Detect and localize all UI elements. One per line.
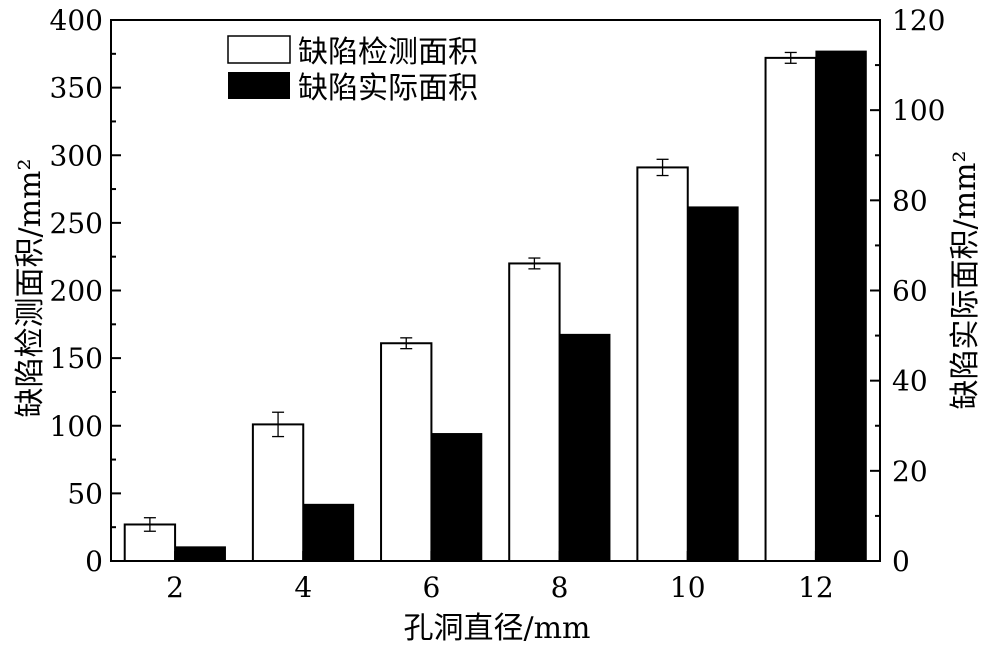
y-axis-label-left: 缺陷检测面积/mm² [13,158,48,417]
y-right-tick-label: 40 [892,365,928,398]
y-left-tick-label: 400 [50,4,103,37]
bar-actual [815,50,867,562]
y-right-tick-label: 80 [892,184,928,217]
y-left-tick-label: 0 [85,545,103,578]
x-tick-label: 2 [166,571,184,604]
legend: 缺陷检测面积 缺陷实际面积 [227,35,478,106]
bar-detected [764,56,817,563]
x-axis-label: 孔洞直径/mm [403,611,590,646]
y-right-tick-label: 20 [892,455,928,488]
error-bars-layer [143,51,797,532]
x-tick-label: 10 [670,571,706,604]
legend-swatch-actual [228,72,290,99]
x-tick-label: 12 [798,571,834,604]
legend-swatch-detected [227,35,291,64]
y-left-tick-label: 200 [50,275,103,308]
x-tick-label: 6 [423,571,441,604]
y-right-tick-label: 120 [892,4,945,37]
bar-detected [380,342,433,562]
y-left-tick-label: 300 [50,139,103,172]
bar-actual [430,433,483,562]
bar-detected [636,166,689,563]
bar-actual [174,546,226,562]
bar-actual [302,503,355,562]
y-left-tick-label: 50 [67,477,103,510]
y-left-tick-label: 150 [50,342,103,375]
bars-layer [123,50,867,563]
y-right-tick-label: 100 [892,94,945,127]
y-right-tick-label: 60 [892,275,928,308]
y-left-tick-label: 250 [50,207,103,240]
legend-label-actual: 缺陷实际面积 [298,71,478,106]
x-tick-label: 4 [294,571,312,604]
axes-layer: 2 4 6 8 10 1205010015020025030035040002040608… [50,4,946,604]
x-tick-label: 8 [551,571,569,604]
y-left-tick-label: 350 [50,72,103,105]
legend-label-detected: 缺陷检测面积 [298,35,478,70]
y-axis-label-right: 缺陷实际面积/mm² [948,150,983,409]
y-right-tick-label: 0 [892,545,910,578]
bar-detected [508,262,561,562]
bar-detected [251,423,305,562]
bar-actual [687,206,739,562]
bar-actual [559,333,611,562]
y-left-tick-label: 100 [50,410,103,443]
